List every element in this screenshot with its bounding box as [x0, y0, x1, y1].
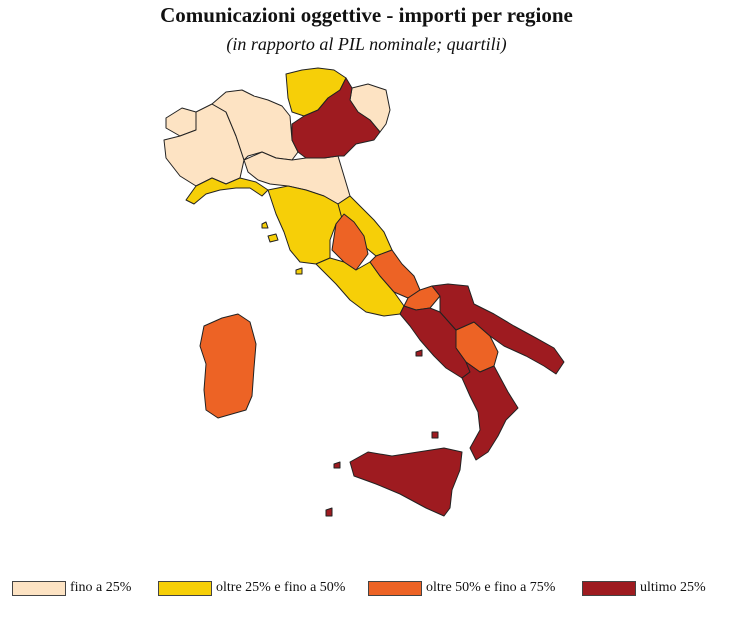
region-veneto — [291, 77, 381, 159]
legend-item-q2: oltre 25% e fino a 50% — [158, 578, 345, 598]
legend-label-q4: ultimo 25% — [640, 580, 706, 595]
map-title: Comunicazioni oggettive - importi per re… — [160, 3, 573, 27]
legend-item-q4: ultimo 25% — [582, 578, 706, 598]
region-sardegna — [199, 313, 257, 419]
legend-swatch-q3 — [368, 580, 422, 596]
legend-label-q3: oltre 50% e fino a 75% — [426, 580, 556, 595]
legend-swatch-q4 — [582, 580, 636, 596]
region-umbria — [331, 213, 369, 271]
legend-swatch-q1 — [12, 580, 66, 596]
region-toscana — [267, 185, 345, 265]
legend-swatch-q2 — [158, 580, 212, 596]
region-sicilia — [349, 447, 463, 517]
island-lipari — [431, 431, 439, 439]
legend-item-q3: oltre 50% e fino a 75% — [368, 578, 555, 598]
island-pantelleria — [325, 507, 333, 517]
legend: fino a 25% oltre 25% e fino a 50% oltre … — [12, 578, 722, 598]
island-egadi — [333, 461, 341, 469]
legend-label-q1: fino a 25% — [70, 580, 132, 595]
region-puglia — [431, 283, 565, 375]
island-giglio — [295, 267, 303, 275]
island-capraia — [261, 221, 269, 229]
region-calabria — [461, 361, 519, 461]
legend-label-q2: oltre 25% e fino a 50% — [216, 580, 346, 595]
legend-item-q1: fino a 25% — [12, 578, 131, 598]
island-elba — [267, 233, 279, 243]
map-subtitle: (in rapporto al PIL nominale; quartili) — [226, 34, 507, 54]
region-liguria — [185, 177, 269, 205]
region-abruzzo — [369, 249, 421, 299]
island-ischia — [415, 349, 423, 357]
